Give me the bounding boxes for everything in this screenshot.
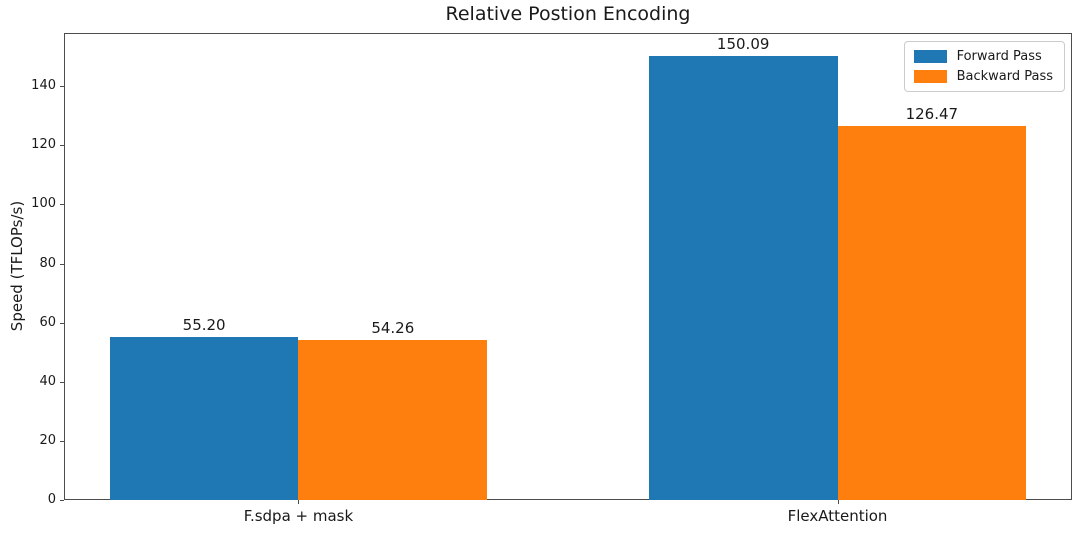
bar-value-label: 126.47 [905,105,959,124]
bar-value-label: 54.26 [371,318,415,337]
bar-forward-pass [648,56,838,500]
legend-entry: Forward Pass [913,49,1053,64]
y-tick-label: 0 [47,492,56,507]
chart-title: Relative Postion Encoding [445,3,691,25]
legend-swatch-icon [913,70,947,83]
y-tick-label: 20 [39,432,56,448]
y-tick-label: 80 [39,255,56,271]
y-tick-label: 60 [39,314,56,330]
legend: Forward Pass Backward Pass [903,41,1065,92]
y-tick-mark [60,145,64,147]
bar-forward-pass [109,336,299,500]
x-tick-label: FlexAttention [787,507,888,525]
y-tick-mark [60,263,64,265]
y-tick-mark [60,440,64,442]
legend-label: Forward Pass [956,49,1042,64]
y-tick-mark [60,204,64,206]
legend-swatch-icon [913,50,947,63]
bar-backward-pass [837,126,1027,500]
legend-label: Backward Pass [956,69,1053,84]
x-tick-mark [298,500,300,504]
x-tick-mark [837,500,839,504]
y-tick-label: 120 [31,137,56,153]
bar-value-label: 55.20 [182,315,226,334]
legend-entry: Backward Pass [913,69,1053,84]
y-tick-mark [60,500,64,501]
y-tick-mark [60,86,64,88]
x-tick-label: F.sdpa + mask [243,507,354,525]
bar-value-label: 150.09 [716,35,770,54]
y-tick-label: 40 [39,373,56,389]
y-tick-label: 100 [31,196,56,212]
y-tick-mark [60,381,64,383]
bar-backward-pass [298,339,488,500]
y-tick-mark [60,322,64,324]
y-tick-label: 140 [31,78,56,94]
plot-area [64,33,1072,500]
